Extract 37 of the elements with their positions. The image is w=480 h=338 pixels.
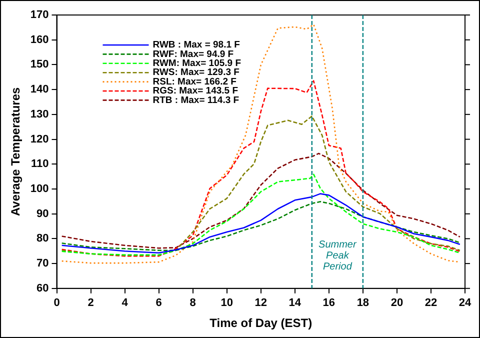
x-tick-label: 2	[88, 297, 94, 310]
y-tick-label: 160	[30, 34, 49, 46]
y-tick-label: 70	[36, 258, 49, 270]
x-tick-label: 24	[458, 297, 472, 310]
legend-label: RWB : Max = 98.1 F	[152, 40, 240, 51]
x-tick-label: 12	[254, 297, 267, 310]
y-tick-label: 170	[30, 9, 49, 22]
x-tick-label: 8	[190, 297, 196, 310]
x-tick-label: 22	[424, 297, 438, 310]
y-axis-title: Average Temperatures	[8, 87, 23, 216]
x-tick-label: 18	[356, 297, 370, 310]
x-axis-title: Time of Day (EST)	[210, 316, 312, 330]
legend-label: RWS: Max= 129.3 F	[152, 67, 240, 78]
x-tick-label: 16	[322, 297, 336, 310]
y-tick-label: 60	[36, 282, 49, 294]
y-tick-label: 80	[36, 232, 49, 245]
x-tick-label: 6	[156, 297, 162, 310]
line-series	[61, 201, 461, 252]
annotation: Summer Peak Period	[318, 239, 357, 272]
y-tick-label: 140	[30, 84, 49, 96]
y-tick-label: 150	[30, 58, 49, 71]
y-tick-label: 120	[30, 133, 49, 146]
x-tick-label: 20	[390, 297, 404, 310]
legend-label: RWF: Max= 94.9 F	[152, 48, 234, 60]
x-tick-label: 14	[288, 297, 302, 310]
y-tick-label: 130	[30, 108, 49, 120]
x-tick-label: 4	[122, 297, 129, 310]
legend-label: RWM: Max= 105.9 F	[152, 58, 242, 70]
legend-label: RGS: Max= 143.5 F	[152, 86, 238, 97]
x-tick-label: 0	[54, 297, 60, 310]
line-series	[61, 152, 461, 249]
y-tick-label: 90	[36, 208, 49, 220]
x-tick-label: 10	[220, 297, 233, 310]
legend-label: RTB : Max= 114.3 F	[152, 94, 240, 106]
y-tick-label: 100	[30, 183, 49, 196]
legend-label: RSL: Max= 166.2 F	[152, 76, 237, 88]
y-tick-label: 110	[31, 158, 49, 170]
